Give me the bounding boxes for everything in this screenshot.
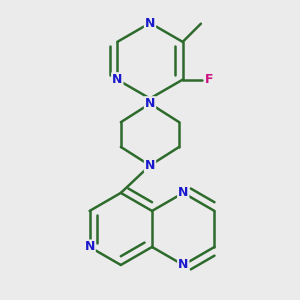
Text: F: F	[205, 73, 213, 86]
Text: N: N	[145, 159, 155, 172]
Text: N: N	[112, 73, 122, 86]
Text: N: N	[145, 97, 155, 110]
Text: N: N	[145, 16, 155, 29]
Text: N: N	[84, 241, 95, 254]
Text: N: N	[178, 259, 188, 272]
Text: N: N	[178, 186, 188, 200]
